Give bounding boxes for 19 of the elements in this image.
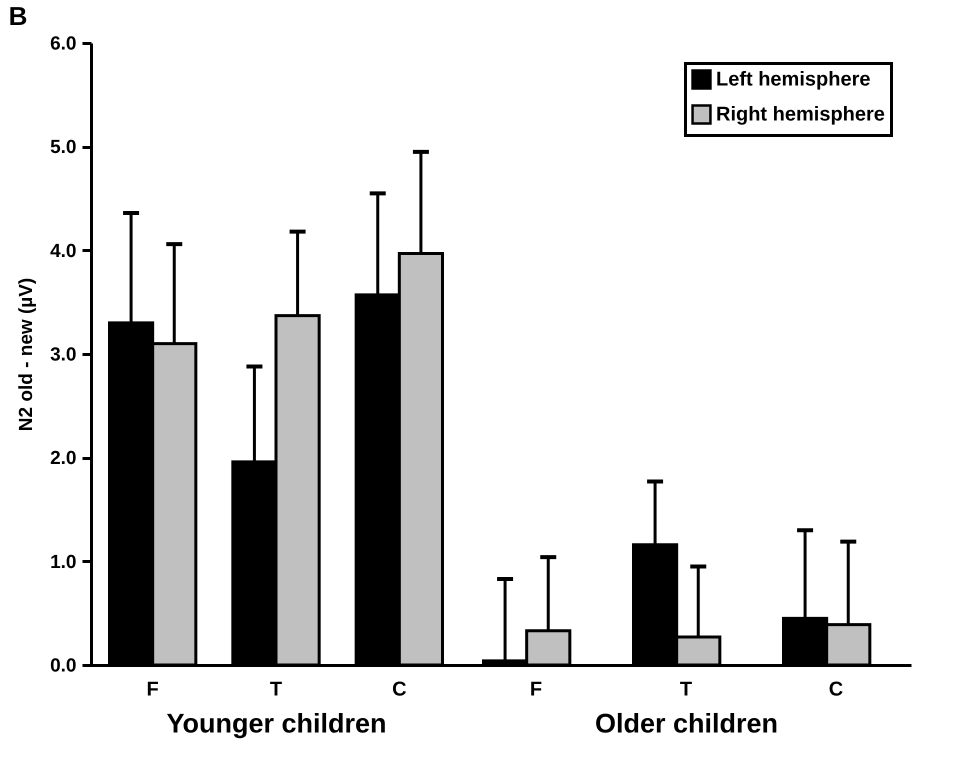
- y-tick-label: 5.0: [50, 137, 76, 158]
- legend-label: Left hemisphere: [716, 68, 870, 90]
- y-axis-title: N2 old - new (µV): [16, 278, 38, 432]
- x-axis-title: Younger children: [166, 708, 387, 738]
- x-axis-title: Older children: [594, 708, 778, 738]
- chart-title: B: [8, 1, 28, 31]
- y-tick-label: 0.0: [50, 656, 76, 676]
- y-tick-label: 6.0: [50, 34, 76, 54]
- y-tick-label: 2.0: [50, 448, 76, 470]
- x-tick-label: T: [270, 678, 282, 700]
- x-tick-label: C: [828, 678, 844, 700]
- y-tick-label: 4.0: [50, 240, 76, 262]
- x-tick-label: T: [680, 678, 692, 700]
- y-tick-label: 1.0: [50, 552, 76, 573]
- y-tick-label: 3.0: [50, 344, 76, 366]
- x-tick-label: F: [146, 678, 159, 700]
- legend-label: Right hemisphere: [716, 104, 885, 126]
- x-tick-label: C: [392, 678, 407, 700]
- x-tick-label: F: [530, 678, 542, 700]
